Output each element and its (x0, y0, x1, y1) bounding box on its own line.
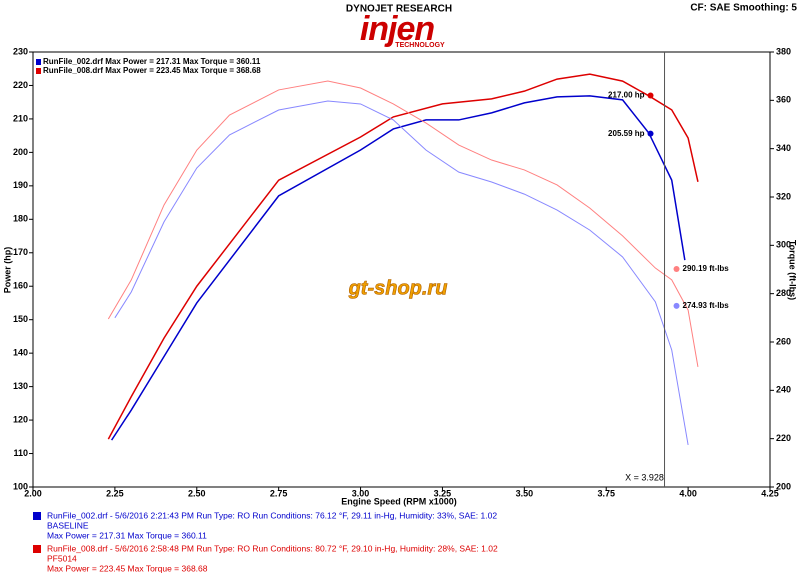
y-tick-label: 140 (13, 348, 28, 358)
x-tick-label: 2.25 (106, 488, 124, 498)
series-line (114, 100, 689, 446)
series-line (107, 73, 699, 440)
x-tick-label: 4.25 (761, 488, 779, 498)
y-axis-title: Power (hp) (2, 247, 12, 294)
run-info: PF5014 (47, 553, 77, 563)
logo: injen (360, 10, 435, 48)
run-info: RunFile_008.drf - 5/6/2016 2:58:48 PM Ru… (47, 543, 498, 553)
legend-label: RunFile_002.drf Max Power = 217.31 Max T… (43, 57, 261, 66)
readout-label: 290.19 ft-lbs (683, 264, 730, 273)
y2-tick-label: 380 (776, 46, 791, 56)
y2-tick-label: 240 (776, 385, 791, 395)
y-tick-label: 210 (13, 113, 28, 123)
x-tick-label: 3.00 (352, 488, 370, 498)
y-tick-label: 150 (13, 314, 28, 324)
y-tick-label: 170 (13, 247, 28, 257)
y-tick-label: 230 (13, 46, 28, 56)
x-tick-label: 3.50 (516, 488, 534, 498)
series-line (110, 95, 686, 441)
brand: DYNOJET RESEARCH (346, 4, 452, 15)
readout-label: 217.00 hp (608, 91, 645, 100)
y2-tick-label: 220 (776, 433, 791, 443)
x-tick-label: 2.00 (24, 488, 42, 498)
y2-tick-label: 360 (776, 95, 791, 105)
readout-dot (673, 302, 680, 309)
y-tick-label: 220 (13, 80, 28, 90)
run-swatch (33, 512, 41, 520)
y-tick-label: 100 (13, 481, 28, 491)
watermark: gt-shop.ru (348, 277, 448, 299)
cursor-label: X = 3.928 (625, 472, 664, 482)
y-tick-label: 110 (13, 448, 28, 458)
run-info: BASELINE (47, 520, 89, 530)
x-tick-label: 4.00 (679, 488, 697, 498)
y2-axis-title: Torque (ft-lbs) (788, 240, 798, 300)
legend-swatch (36, 68, 41, 74)
y2-tick-label: 260 (776, 336, 791, 346)
y-tick-label: 160 (13, 281, 28, 291)
run-info: RunFile_002.drf - 5/6/2016 2:21:43 PM Ru… (47, 510, 497, 520)
readout-label: 205.59 hp (608, 129, 645, 138)
y2-tick-label: 200 (776, 481, 791, 491)
y-tick-label: 130 (13, 381, 28, 391)
readout-label: 274.93 ft-lbs (683, 301, 730, 310)
x-tick-label: 2.75 (270, 488, 288, 498)
x-axis-title: Engine Speed (RPM x1000) (341, 496, 457, 506)
x-tick-label: 3.25 (434, 488, 452, 498)
legend-label: RunFile_008.drf Max Power = 223.45 Max T… (43, 66, 261, 75)
y2-tick-label: 300 (776, 240, 791, 250)
logo-sub: TECHNOLOGY (395, 42, 445, 49)
readout-dot (647, 130, 654, 137)
readout-dot (673, 266, 680, 273)
y-tick-label: 120 (13, 414, 28, 424)
readout-dot (647, 92, 654, 99)
series-line (107, 80, 699, 367)
x-tick-label: 3.75 (597, 488, 615, 498)
x-tick-label: 2.50 (188, 488, 206, 498)
run-info: Max Power = 223.45 Max Torque = 368.68 (47, 563, 208, 573)
y-tick-label: 190 (13, 180, 28, 190)
legend-swatch (36, 59, 41, 65)
y2-tick-label: 340 (776, 143, 791, 153)
y-tick-label: 180 (13, 214, 28, 224)
settings: CF: SAE Smoothing: 5 (690, 3, 797, 14)
y-tick-label: 200 (13, 147, 28, 157)
run-swatch (33, 545, 41, 553)
plot-frame (32, 51, 771, 488)
y2-tick-label: 320 (776, 191, 791, 201)
run-info: Max Power = 217.31 Max Torque = 360.11 (47, 530, 207, 540)
y2-tick-label: 280 (776, 288, 791, 298)
